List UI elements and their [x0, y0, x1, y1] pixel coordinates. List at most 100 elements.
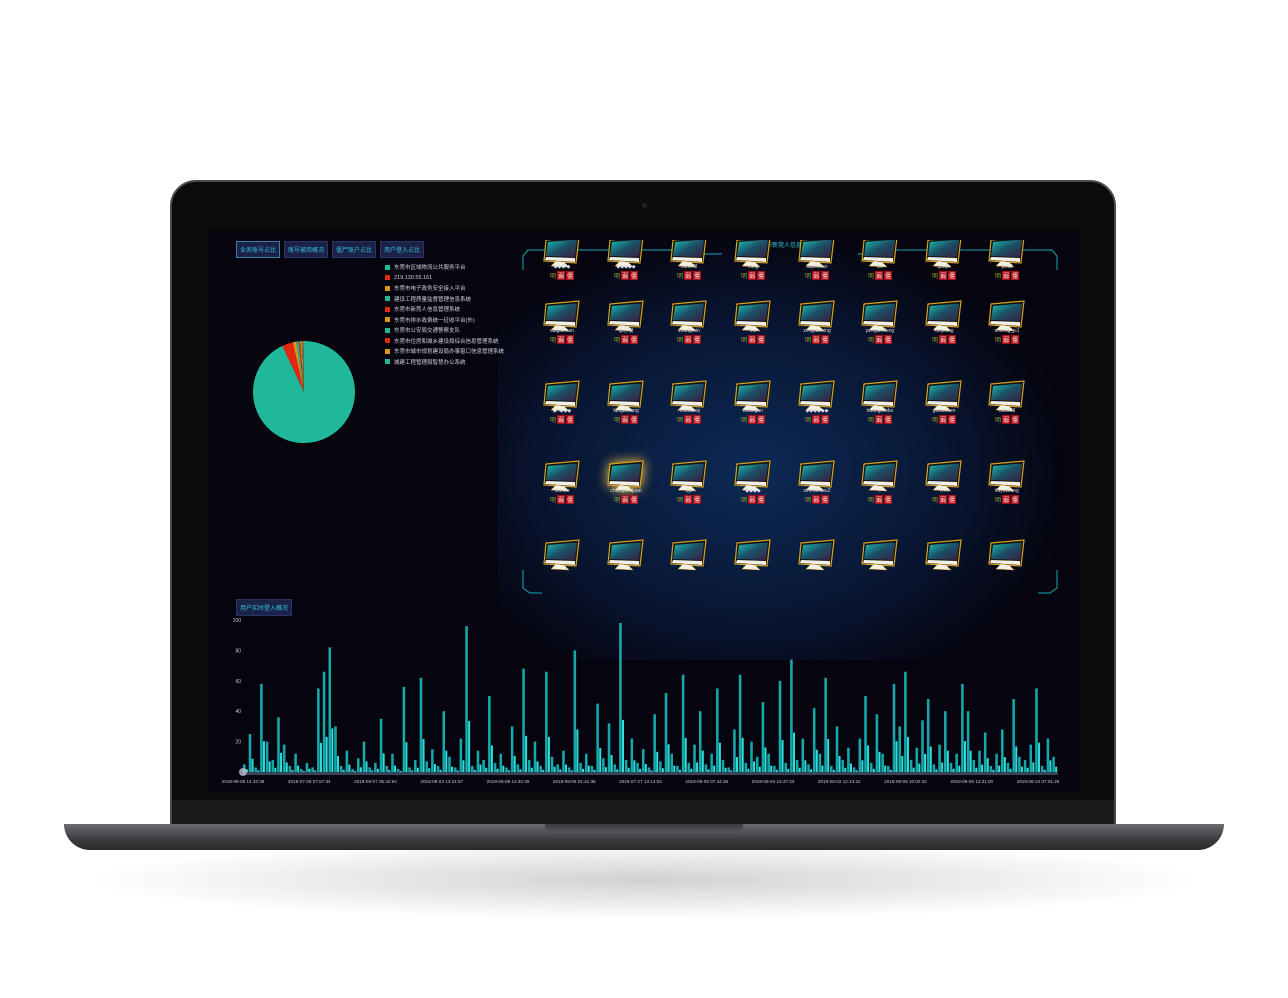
monitor-icon[interactable] [924, 380, 964, 414]
tab-business-account-ratio[interactable]: 业务账号占比 [236, 241, 281, 258]
legend-item[interactable]: 东莞市排水收费统一征收平台(外) [385, 315, 504, 326]
terminal-item[interactable]: guochisen 明弱僵 [914, 407, 974, 424]
terminal-item[interactable]: fangbixiang 明弱僵 [596, 407, 656, 424]
monitor-icon[interactable] [797, 460, 837, 494]
tab-zombie-account-ratio[interactable]: 僵尸账户占比 [332, 241, 377, 258]
monitor-icon[interactable] [733, 539, 773, 573]
monitor-icon[interactable] [669, 240, 709, 270]
monitor-icon[interactable] [987, 380, 1027, 414]
terminal-item[interactable]: xiejieling 明弱僵 [914, 327, 974, 344]
chart-title[interactable]: 用户实时登入概况 [236, 599, 293, 616]
legend-item[interactable]: 东莞市新莞人信息管理系统 [385, 304, 504, 315]
terminal-item[interactable]: 蔡秒俊明弱僵 [596, 327, 656, 344]
terminal-item[interactable]: pengweifeng 明弱僵 [850, 327, 910, 344]
terminal-item[interactable]: ◆◆◆◆◆◆ 明弱僵 [787, 407, 847, 424]
monitor-icon[interactable] [733, 380, 773, 414]
pie-slice[interactable] [303, 341, 304, 392]
bar [385, 765, 389, 772]
legend-item[interactable]: 东莞市电子政务安全接入平台 [385, 283, 504, 294]
monitor-icon[interactable] [733, 240, 773, 270]
monitor-icon[interactable] [860, 460, 900, 494]
terminal-item[interactable]: nan003 明弱僵 [977, 407, 1037, 424]
terminal-item[interactable]: linmao 明弱僵 [532, 487, 592, 504]
tab-account-usage[interactable]: 账号被用概况 [284, 241, 329, 258]
pie-slice[interactable] [282, 342, 304, 392]
monitor-icon[interactable] [606, 300, 646, 334]
monitor-icon[interactable] [542, 300, 582, 334]
monitor-icon[interactable] [797, 300, 837, 334]
monitor-icon[interactable] [797, 240, 837, 270]
terminal-item[interactable]: djx 明弱僵 [659, 487, 719, 504]
terminal-item[interactable]: pc12 明弱僵 [977, 263, 1037, 280]
monitor-icon[interactable] [669, 539, 709, 573]
terminal-item[interactable]: laipindian 明弱僵 [787, 263, 847, 280]
monitor-icon[interactable] [669, 300, 709, 334]
monitor-icon[interactable] [733, 300, 773, 334]
terminal-item[interactable]: liuyueliang 明弱僵 [977, 487, 1037, 504]
pie-slice[interactable] [302, 341, 304, 392]
monitor-icon[interactable] [542, 539, 582, 573]
monitor-icon[interactable] [987, 460, 1027, 494]
terminal-item[interactable]: caiguichan 明弱僵 [532, 327, 592, 344]
terminal-item[interactable]: nan078 明弱僵 [659, 263, 719, 280]
pie-slice[interactable] [301, 341, 304, 392]
monitor-icon[interactable] [860, 380, 900, 414]
monitor-icon[interactable] [924, 460, 964, 494]
monitor-icon[interactable] [669, 380, 709, 414]
monitor-icon[interactable] [987, 300, 1027, 334]
slider-handle[interactable] [239, 768, 247, 776]
pie-slice[interactable] [253, 341, 355, 443]
terminal-item[interactable]: shilong_js1 明弱僵 [977, 327, 1037, 344]
terminal-item[interactable]: 26 明弱僵 [850, 263, 910, 280]
monitor-icon[interactable] [797, 539, 837, 573]
legend-item[interactable]: 城建工程管理局智慧办公系统 [385, 357, 504, 368]
x-axis-slider[interactable] [243, 772, 1058, 775]
pie-slice[interactable] [298, 341, 304, 392]
monitor-icon[interactable] [797, 380, 837, 414]
terminal-item[interactable]: huangrenbo 明弱僵 [850, 407, 910, 424]
pie-slice[interactable] [296, 341, 304, 392]
terminal-item[interactable]: qiuqin 明弱僵 [914, 263, 974, 280]
monitor-icon[interactable] [924, 300, 964, 334]
monitor-icon[interactable] [860, 300, 900, 334]
terminal-item[interactable]: ◆◆◆◆ 明弱僵 [723, 487, 783, 504]
monitor-icon[interactable] [924, 539, 964, 573]
monitor-icon[interactable] [733, 460, 773, 494]
terminal-item[interactable]: zengdaming 明弱僵 [787, 327, 847, 344]
monitor-icon[interactable] [542, 240, 582, 270]
legend-item[interactable]: 东莞市公安局交通警察支队 [385, 325, 504, 336]
terminal-item[interactable]: THY 明弱僵 [914, 487, 974, 504]
legend-item[interactable]: 东莞市住房和城乡建设局综合信息管理系统 [385, 336, 504, 347]
monitor-icon[interactable] [542, 460, 582, 494]
tab-user-login-ratio[interactable]: 用户登入占比 [380, 241, 425, 258]
monitor-icon[interactable] [606, 240, 646, 270]
monitor-icon[interactable] [669, 460, 709, 494]
monitor-icon[interactable] [542, 380, 582, 414]
terminal-item[interactable]: lml 明弱僵 [723, 327, 783, 344]
pie-slice[interactable] [300, 341, 304, 392]
monitor-icon[interactable] [606, 380, 646, 414]
bar [545, 671, 548, 772]
terminal-item[interactable]: ◆◆◆◆◆ 明弱僵 [596, 263, 656, 280]
terminal-item[interactable]: ming 明弱僵 [723, 263, 783, 280]
monitor-icon[interactable] [924, 240, 964, 270]
terminal-item[interactable]: simmenlou2 明弱僵 [787, 487, 847, 504]
terminal-item[interactable]: liwangan 明弱僵 [723, 407, 783, 424]
monitor-icon[interactable] [606, 460, 646, 494]
monitor-icon[interactable] [606, 539, 646, 573]
terminal-item[interactable]: ◆□◆◆◆ 明弱僵 [532, 407, 592, 424]
terminal-item[interactable]: changshujuan 明弱僵 [596, 487, 656, 504]
monitor-icon[interactable] [860, 240, 900, 270]
monitor-icon[interactable] [860, 539, 900, 573]
terminal-item[interactable]: ◆◆◆ᵣ◆ 明弱僵 [532, 263, 592, 280]
monitor-icon[interactable] [987, 539, 1027, 573]
monitor-icon[interactable] [987, 240, 1027, 270]
terminal-item[interactable]: mozhuoqi 明弱僵 [659, 407, 719, 424]
legend-item[interactable]: 东莞市区域物流公共服务平台 [385, 262, 504, 273]
legend-item[interactable]: 219.130.55.161 [385, 273, 504, 284]
legend-item[interactable]: 东莞市城市规划建设局办事窗口信息管理系统 [385, 346, 504, 357]
terminal-item[interactable]: zhangmin 明弱僵 [659, 327, 719, 344]
pie-slice[interactable] [292, 341, 304, 392]
legend-item[interactable]: 建设工程质量监督管理信息系统 [385, 294, 504, 305]
